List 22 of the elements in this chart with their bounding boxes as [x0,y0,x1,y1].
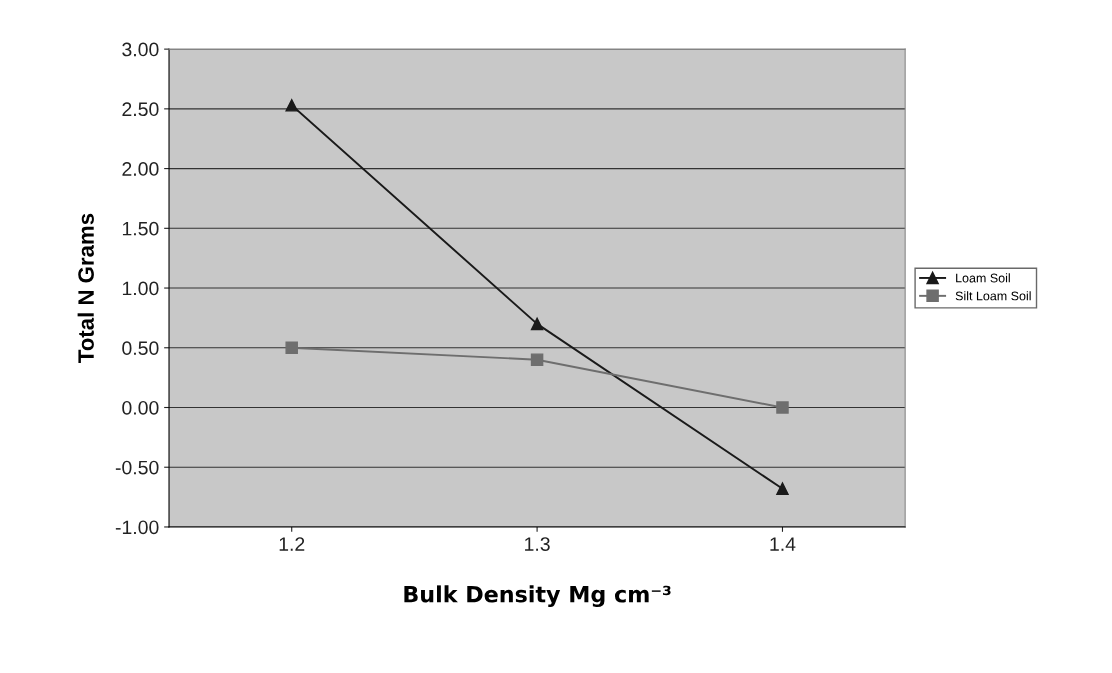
y-tick-label: 2.50 [122,102,159,117]
x-axis-title: Bulk Density Mg cm⁻³ [404,585,671,608]
point [530,317,544,331]
point [285,99,298,112]
y-tick-label: 1.00 [122,281,159,296]
y-tick-label: 1.50 [122,221,159,236]
legend-label: Loam Soil [956,273,1010,283]
y-axis-title: Total N Grams [77,213,94,363]
y-tick-label: -1.00 [115,520,159,535]
x-tick-label: 1.2 [279,537,305,551]
y-tick-label: 0.50 [122,341,159,356]
legend-label: Silt Loam Soil [955,291,1031,301]
point [776,482,789,495]
y-tick-label: -0.50 [115,460,159,475]
point [285,341,298,355]
y-tick-label: 0.00 [122,400,159,415]
y-tick-label: 3.00 [122,42,159,57]
y-tick-label: 2.00 [122,162,159,176]
point [776,401,789,414]
x-tick-label: 1.3 [525,537,550,551]
point [530,353,544,366]
x-tick-label: 1.4 [770,537,796,551]
